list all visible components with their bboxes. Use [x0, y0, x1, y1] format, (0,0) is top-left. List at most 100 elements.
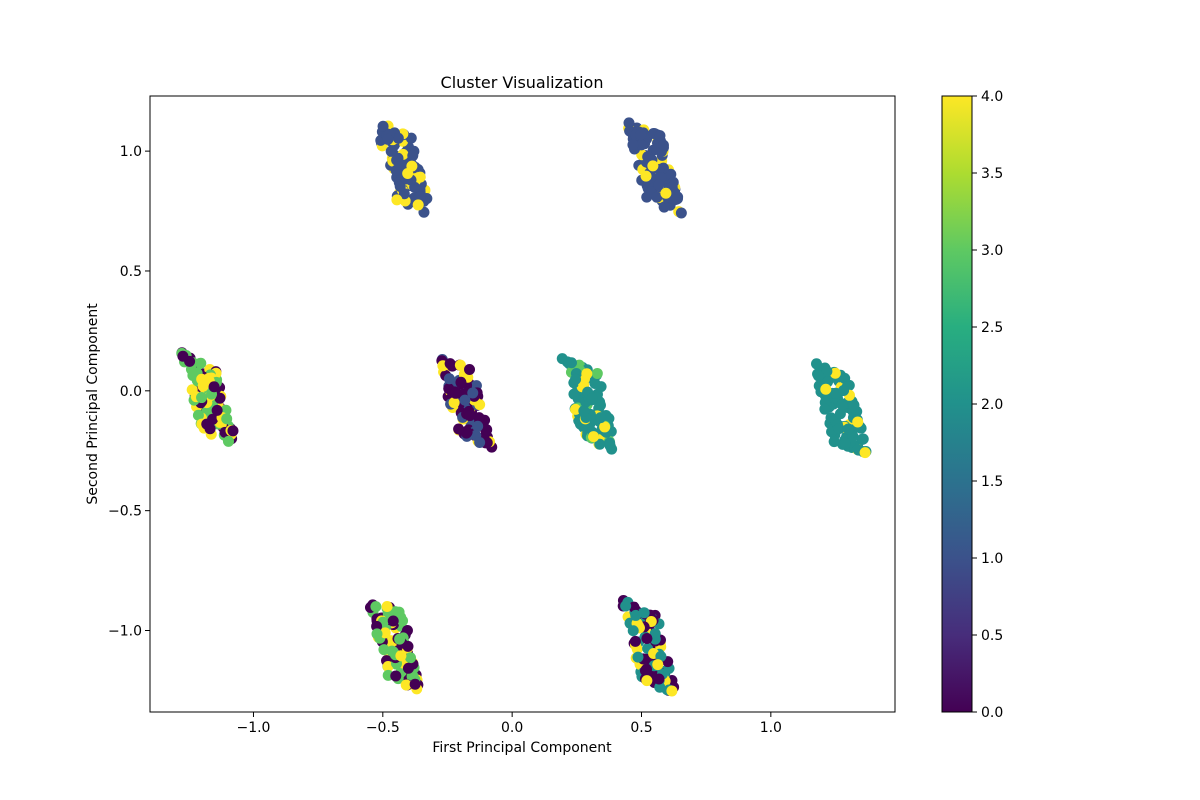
- scatter-point: [842, 423, 854, 435]
- scatter-point: [620, 600, 632, 612]
- colorbar-tick-label: 3.0: [981, 243, 1003, 259]
- scatter-point: [675, 207, 687, 219]
- scatter-point: [652, 659, 664, 671]
- scatter-point: [591, 367, 603, 379]
- scatter-point: [405, 652, 417, 664]
- scatter-point: [586, 392, 598, 404]
- scatter-point: [813, 370, 825, 382]
- scatter-point: [402, 662, 414, 674]
- scatter-point: [629, 635, 641, 647]
- colorbar-ticks: 0.0 0.5 1.0 1.5 2.0 2.5 3.0 3.5 4.0: [972, 89, 1003, 721]
- scatter-point: [653, 179, 665, 191]
- scatter-point: [208, 381, 220, 393]
- colorbar-tick-label: 0.0: [981, 705, 1003, 721]
- y-tick-label: 0.5: [120, 264, 142, 280]
- scatter-point: [196, 392, 208, 404]
- scatter-point: [556, 353, 568, 365]
- x-tick-label: 1.0: [760, 720, 782, 736]
- scatter-point: [588, 431, 600, 443]
- scatter-point: [377, 120, 389, 132]
- scatter-point: [657, 139, 669, 151]
- y-axis: −1.0 −0.5 0.0 0.5 1.0: [108, 144, 150, 640]
- scatter-point: [641, 675, 653, 687]
- scatter-point: [381, 600, 393, 612]
- scatter-point: [647, 160, 659, 172]
- scatter-point: [412, 199, 424, 211]
- scatter-point: [195, 357, 207, 369]
- scatter-point: [639, 665, 651, 677]
- x-tick-label: 0.5: [630, 720, 652, 736]
- scatter-point: [594, 438, 606, 450]
- x-tick-label: −1.0: [236, 720, 270, 736]
- scatter-point: [829, 367, 841, 379]
- scatter-point: [848, 399, 860, 411]
- scatter-point: [474, 436, 486, 448]
- scatter-point: [192, 409, 204, 421]
- scatter-point: [570, 373, 582, 385]
- scatter-point: [473, 412, 485, 424]
- colorbar-tick-label: 1.0: [981, 551, 1003, 567]
- scatter-point: [409, 678, 421, 690]
- scatter-point: [378, 644, 390, 656]
- scatter-point: [578, 405, 590, 417]
- x-tick-label: 0.0: [501, 720, 523, 736]
- scatter-point: [392, 132, 404, 144]
- scatter-point: [581, 368, 593, 380]
- scatter-point: [211, 404, 223, 416]
- scatter-point: [565, 357, 577, 369]
- scatter-point: [640, 170, 652, 182]
- colorbar-tick-label: 1.5: [981, 474, 1003, 490]
- colorbar-tick-label: 0.5: [981, 628, 1003, 644]
- colorbar-tick-label: 2.5: [981, 320, 1003, 336]
- scatter-point: [852, 416, 864, 428]
- scatter-point: [450, 387, 462, 399]
- scatter-point: [196, 373, 208, 385]
- scatter-point: [623, 117, 635, 129]
- scatter-point: [651, 191, 663, 203]
- scatter-point: [820, 383, 832, 395]
- scatter-point: [660, 187, 672, 199]
- scatter-point: [654, 130, 666, 142]
- scatter-point: [406, 160, 418, 172]
- scatter-point: [570, 403, 582, 415]
- scatter-point: [839, 437, 851, 449]
- y-tick-label: 0.0: [120, 384, 142, 400]
- scatter-point: [385, 145, 397, 157]
- scatter-point: [371, 628, 383, 640]
- y-tick-label: −1.0: [108, 624, 142, 640]
- scatter-point: [857, 433, 869, 445]
- scatter-point: [201, 418, 213, 430]
- scatter-point: [669, 194, 681, 206]
- colorbar-tick-label: 3.5: [981, 166, 1003, 182]
- scatter-point: [666, 685, 678, 697]
- scatter-point: [635, 129, 647, 141]
- scatter-point: [459, 394, 471, 406]
- scatter-point: [414, 191, 426, 203]
- scatter-point: [649, 633, 661, 645]
- scatter-point: [654, 681, 666, 693]
- scatter-point: [400, 679, 412, 691]
- y-axis-label: Second Principal Component: [85, 303, 101, 505]
- scatter-point: [394, 633, 406, 645]
- x-tick-label: −0.5: [366, 720, 400, 736]
- colorbar-tick-label: 2.0: [981, 397, 1003, 413]
- scatter-point: [214, 392, 226, 404]
- scatter-point: [595, 412, 607, 424]
- y-tick-label: −0.5: [108, 504, 142, 520]
- scatter-point: [407, 150, 419, 162]
- scatter-point: [859, 447, 871, 459]
- scatter-point: [635, 139, 647, 151]
- scatter-point: [472, 420, 484, 432]
- scatter-point: [387, 615, 399, 627]
- colorbar: 0.0 0.5 1.0 1.5 2.0 2.5 3.0 3.5 4.0: [941, 89, 1003, 721]
- x-axis: −1.0 −0.5 0.0 0.5 1.0: [236, 712, 782, 736]
- scatter-point: [481, 424, 493, 436]
- scatter-point: [453, 423, 465, 435]
- scatter-point: [221, 413, 233, 425]
- scatter-point: [454, 359, 466, 371]
- scatter-point: [382, 660, 394, 672]
- scatter-point: [641, 633, 653, 645]
- scatter-point: [658, 201, 670, 213]
- scatter-point: [448, 397, 460, 409]
- scatter-point: [444, 358, 456, 370]
